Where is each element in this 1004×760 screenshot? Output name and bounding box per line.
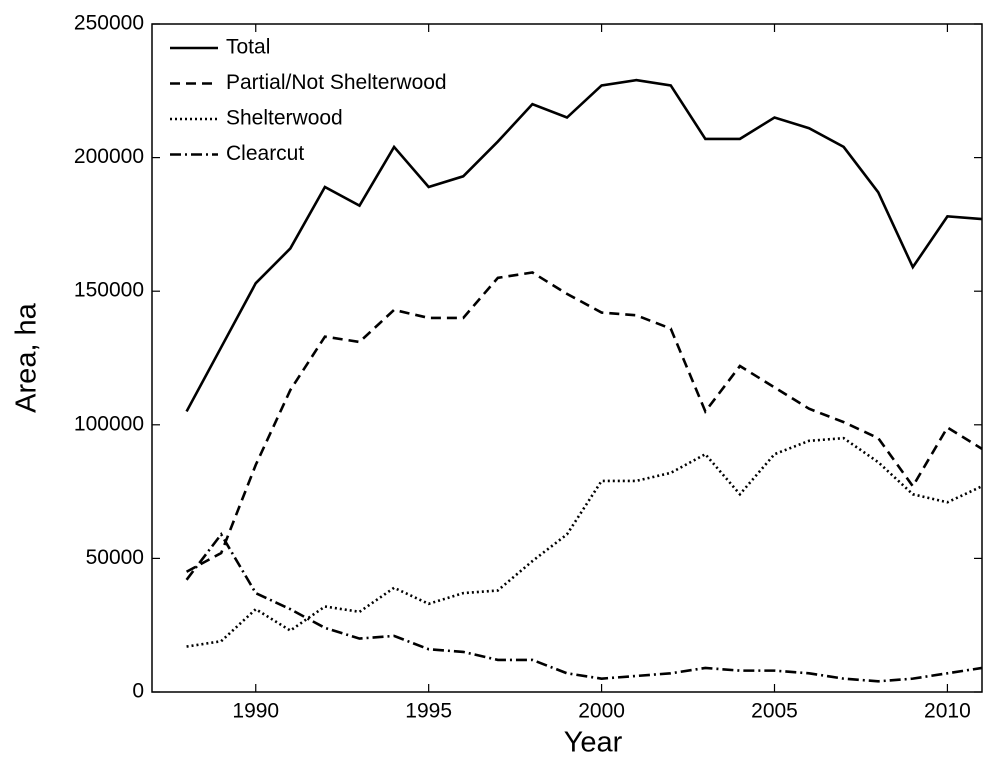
legend-label: Total — [226, 36, 270, 59]
y-tick-label: 100000 — [74, 412, 144, 435]
x-axis-label: Year — [564, 727, 623, 759]
y-tick-label: 250000 — [74, 12, 144, 35]
plot-frame — [151, 23, 983, 693]
y-tick-label: 200000 — [74, 145, 144, 168]
x-tick-label: 2005 — [751, 700, 798, 723]
series-line — [186, 436, 983, 648]
y-tick-label: 150000 — [74, 279, 144, 302]
y-tick-label: 0 — [132, 680, 144, 703]
legend-label: Clearcut — [226, 142, 304, 165]
y-tick-label: 50000 — [86, 546, 144, 569]
legend-label: Partial/Not Shelterwood — [226, 71, 447, 94]
series-line — [185, 532, 983, 683]
x-tick-label: 1995 — [405, 700, 452, 723]
series-line — [185, 271, 983, 573]
x-tick-label: 2000 — [578, 700, 625, 723]
x-tick-label: 2010 — [924, 700, 971, 723]
series-line — [185, 78, 983, 413]
x-tick-label: 1990 — [232, 700, 279, 723]
y-axis-label: Area, ha — [11, 302, 43, 412]
legend-label: Shelterwood — [226, 107, 343, 130]
